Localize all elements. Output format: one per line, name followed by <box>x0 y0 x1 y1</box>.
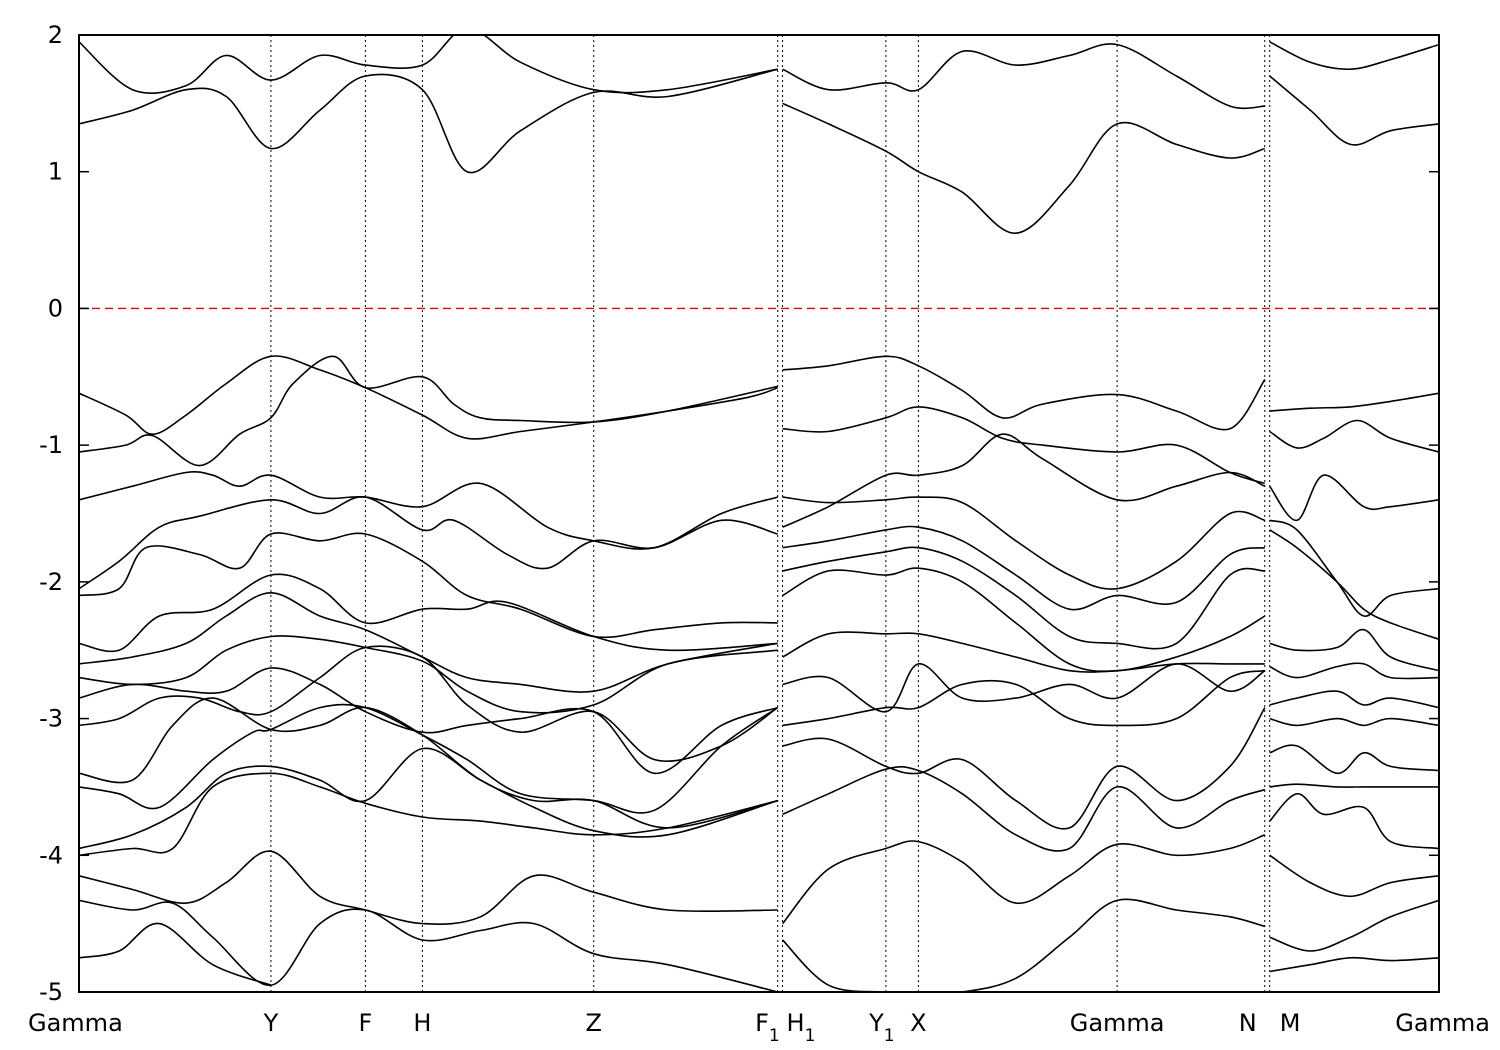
band-39 <box>1269 529 1439 641</box>
x-tick-label-11: M <box>1280 1009 1301 1037</box>
band-21 <box>782 433 1266 528</box>
band-29 <box>782 707 1266 830</box>
band-layer <box>79 35 1439 992</box>
tick-layer <box>79 34 1439 993</box>
y-tick-label-5: 0 <box>48 294 63 322</box>
y-tick-label-7: 2 <box>48 21 63 49</box>
band-2 <box>79 471 778 550</box>
band-6 <box>79 591 778 693</box>
band-31 <box>781 834 1266 925</box>
band-9 <box>79 645 779 762</box>
x-tick-label-8: X <box>910 1009 926 1037</box>
band-35 <box>1269 392 1439 412</box>
band-7 <box>79 635 778 714</box>
band-10 <box>79 697 778 829</box>
band-1 <box>79 355 778 467</box>
band-5 <box>79 573 778 653</box>
x-tick-label-7: Y1 <box>868 1009 895 1046</box>
band-26 <box>782 631 1265 673</box>
band-23 <box>782 525 1265 611</box>
band-40 <box>1269 628 1439 672</box>
band-36 <box>1269 419 1439 453</box>
band-4 <box>79 532 778 639</box>
band-8 <box>79 667 778 775</box>
band-45 <box>1269 783 1439 788</box>
x-tick-label-5: F1 <box>755 1009 780 1046</box>
band-49 <box>1269 956 1439 973</box>
band-41 <box>1269 662 1439 680</box>
band-13 <box>79 772 778 857</box>
band-22 <box>782 496 1266 590</box>
band-0 <box>79 355 778 440</box>
band-20 <box>782 406 1266 485</box>
band-43 <box>1269 717 1439 727</box>
band-3 <box>79 496 778 590</box>
x-tick-label-3: H <box>413 1009 431 1037</box>
x-tick-label-1: Y <box>263 1009 279 1037</box>
band-17 <box>79 68 778 174</box>
x-tick-label-9: Gamma <box>1070 1009 1165 1037</box>
x-tick-label-6: H1 <box>787 1009 816 1046</box>
band-14 <box>79 850 778 925</box>
band-32 <box>782 898 1266 992</box>
band-38 <box>1269 519 1439 617</box>
band-46 <box>1269 793 1439 850</box>
band-12 <box>79 747 778 850</box>
band-30 <box>782 766 1266 852</box>
band-25 <box>782 567 1266 673</box>
y-tick-label-0: -5 <box>39 978 63 1006</box>
band-15 <box>79 899 778 992</box>
x-tick-label-2: F <box>358 1009 372 1037</box>
y-tick-label-2: -3 <box>39 705 63 733</box>
y-tick-label-4: -1 <box>39 431 63 459</box>
band-51 <box>1269 41 1439 71</box>
y-tick-labels: -5 -4 -3 -2 -1 0 1 2 <box>39 21 63 1006</box>
y-tick-label-6: 1 <box>48 158 63 186</box>
plot-frame <box>78 34 1440 993</box>
x-tick-labels: Gamma Y F H Z F1 H1 Y1 X Gamma N M Gamma <box>28 1009 1490 1046</box>
grid-layer <box>270 35 1271 992</box>
band-28 <box>782 669 1265 727</box>
band-11 <box>79 703 779 814</box>
y-tick-label-3: -2 <box>39 568 63 596</box>
band-19 <box>782 355 1266 431</box>
band-33 <box>782 102 1266 235</box>
band-37 <box>1269 474 1439 522</box>
band-42 <box>1269 690 1439 709</box>
x-tick-label-4: Z <box>585 1009 601 1037</box>
band-27 <box>782 663 1266 713</box>
band-34 <box>782 43 1265 110</box>
band-48 <box>1269 899 1439 952</box>
x-tick-label-12: Gamma <box>1395 1009 1490 1037</box>
x-tick-label-0: Gamma <box>28 1009 123 1037</box>
x-tick-label-10: N <box>1239 1009 1257 1037</box>
band-44 <box>1269 744 1439 775</box>
band-16 <box>79 922 272 986</box>
band-50 <box>1269 75 1439 146</box>
band-47 <box>1269 854 1439 898</box>
band-18 <box>79 35 778 94</box>
band-24 <box>782 546 1265 650</box>
y-tick-label-1: -4 <box>39 841 63 869</box>
